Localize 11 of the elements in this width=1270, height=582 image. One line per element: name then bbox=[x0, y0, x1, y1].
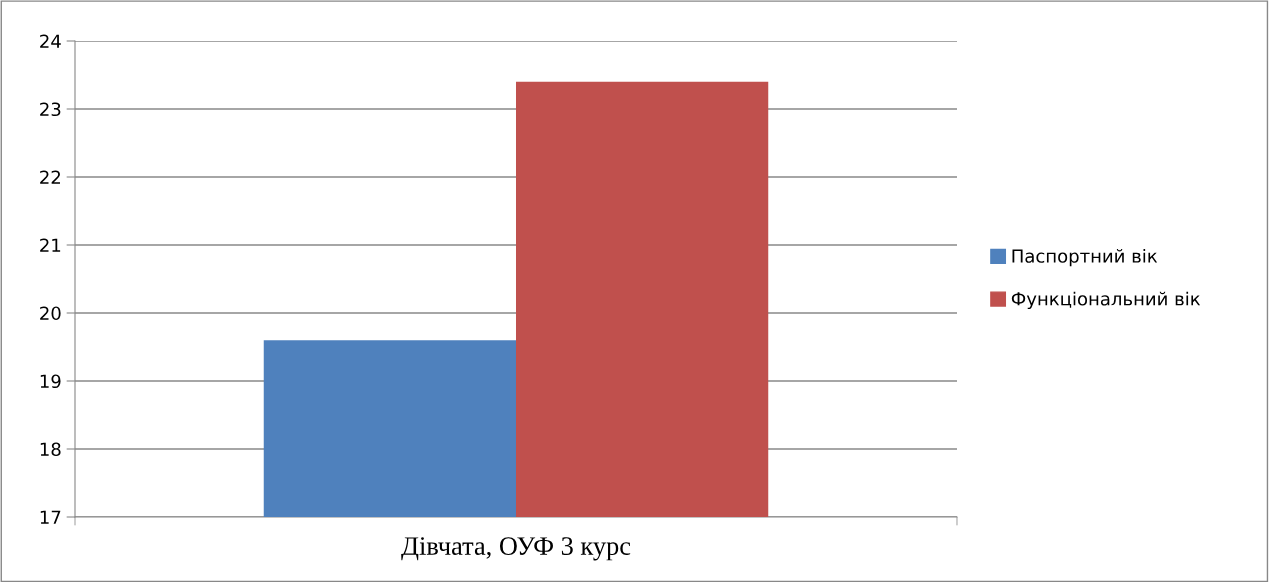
legend-label: Функціональний вік bbox=[1011, 291, 1201, 310]
y-tick-label: 23 bbox=[40, 102, 61, 117]
y-tick-label: 24 bbox=[40, 34, 61, 48]
x-tick-label: Дівчата, ОУФ 3 курс bbox=[401, 537, 631, 561]
y-tick-label: 20 bbox=[40, 306, 61, 321]
y-tick-label: 22 bbox=[40, 170, 60, 184]
y-tick-label: 19 bbox=[40, 374, 61, 389]
legend-label: Паспортний вік bbox=[1012, 248, 1158, 267]
y-tick-label: 18 bbox=[40, 442, 61, 457]
y-tick-label: 17 bbox=[40, 510, 61, 524]
y-tick-label: 21 bbox=[40, 238, 61, 252]
